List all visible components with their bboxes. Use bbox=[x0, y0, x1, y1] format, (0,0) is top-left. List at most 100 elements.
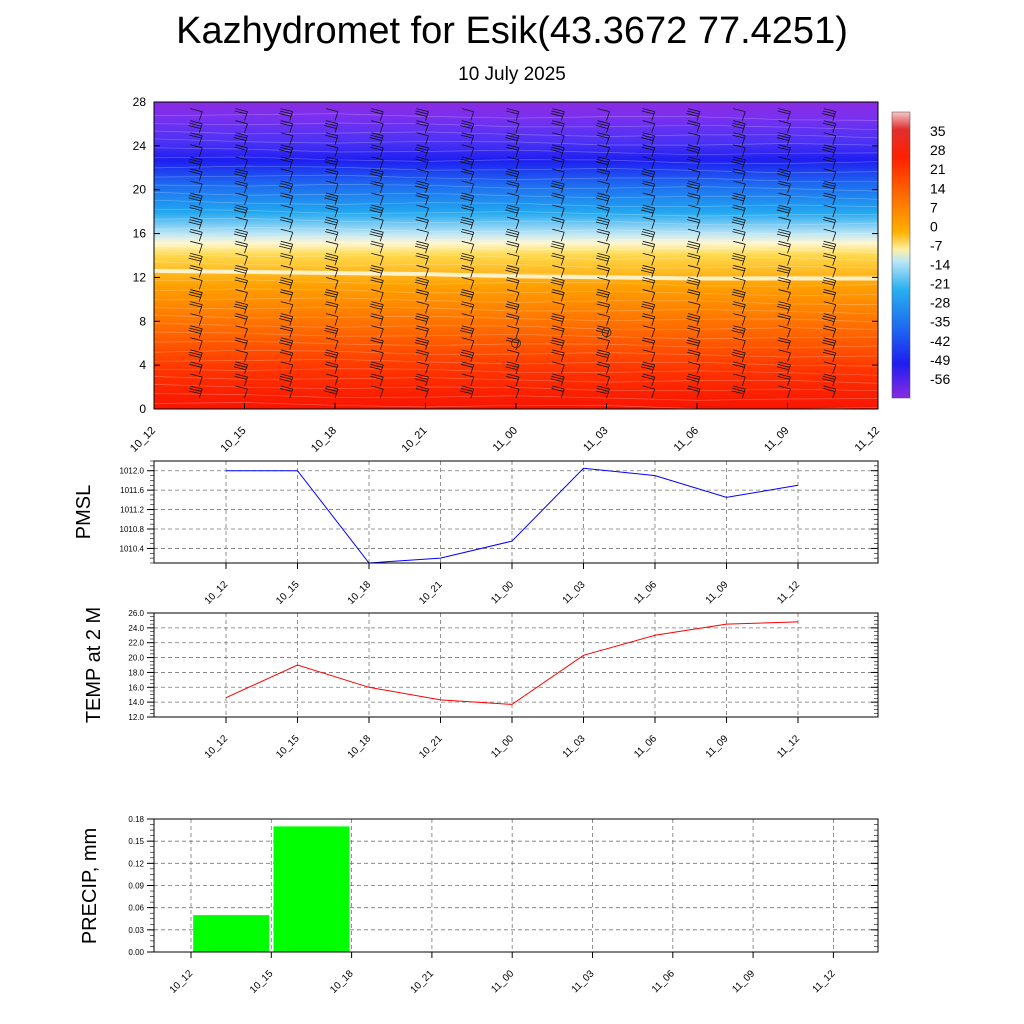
wind-barb bbox=[461, 313, 475, 326]
wind-barb bbox=[596, 228, 610, 242]
wind-barb bbox=[190, 180, 203, 194]
wind-barb bbox=[733, 180, 746, 194]
x-tick-label: 11_06 bbox=[632, 733, 659, 760]
wind-barb bbox=[415, 216, 429, 230]
wind-barb bbox=[822, 277, 837, 290]
wind-barb bbox=[188, 156, 203, 170]
wind-barb bbox=[235, 120, 248, 133]
wind-barb bbox=[595, 156, 610, 170]
wind-barb bbox=[371, 192, 384, 206]
wind-barb bbox=[235, 192, 248, 206]
wind-barb bbox=[371, 120, 384, 133]
wind-barb bbox=[641, 313, 656, 326]
wind-barb bbox=[371, 385, 384, 399]
wind-barb bbox=[506, 192, 520, 206]
wind-barb bbox=[280, 228, 294, 242]
wind-barb bbox=[325, 337, 339, 350]
wind-barb bbox=[687, 228, 701, 242]
y-tick-label: 18.0 bbox=[128, 668, 144, 677]
wind-barb bbox=[416, 228, 429, 242]
wind-barb bbox=[642, 252, 656, 266]
x-tick-label: 10_18 bbox=[346, 579, 374, 607]
y-tick-label: 22.0 bbox=[128, 639, 144, 648]
contour-line bbox=[153, 306, 879, 315]
colorbar-scale bbox=[891, 111, 911, 399]
wind-barb bbox=[325, 180, 339, 194]
wind-barb bbox=[506, 385, 520, 399]
y-tick-label: 24.0 bbox=[128, 624, 144, 633]
wind-barb bbox=[414, 108, 429, 121]
precip-panel: 0.00 0.03 0.06 0.09 0.12 0.15 0.18 10_12 10_15 10… bbox=[79, 815, 879, 996]
wind-barb bbox=[416, 168, 429, 182]
wind-barb bbox=[325, 313, 339, 326]
wind-barb bbox=[280, 301, 294, 314]
wind-barb bbox=[188, 216, 203, 230]
wind-barb bbox=[280, 265, 294, 278]
wind-barb bbox=[460, 289, 475, 302]
contour-line bbox=[153, 384, 879, 392]
wind-barb bbox=[279, 156, 294, 170]
wind-barb bbox=[733, 337, 746, 350]
wind-barb bbox=[416, 204, 429, 218]
wind-barb bbox=[505, 265, 520, 278]
wind-barb bbox=[550, 240, 565, 254]
wind-barb bbox=[550, 180, 565, 194]
wind-barb bbox=[414, 337, 429, 350]
wind-barb bbox=[595, 216, 610, 230]
y-tick-label: 20.0 bbox=[128, 654, 144, 663]
contour-line bbox=[153, 331, 879, 340]
wind-barb bbox=[597, 144, 610, 157]
wind-barb bbox=[369, 132, 384, 145]
wind-barb bbox=[414, 277, 429, 290]
wind-barb bbox=[596, 132, 610, 145]
x-tick-label: 11_12 bbox=[775, 733, 802, 760]
wind-barb bbox=[687, 204, 701, 218]
wind-barb bbox=[686, 144, 701, 157]
x-tick-label: 10_21 bbox=[417, 733, 445, 761]
wind-barb bbox=[732, 228, 746, 242]
wind-barb bbox=[822, 108, 837, 121]
x-tick-label: 11_03 bbox=[561, 579, 588, 606]
x-tick-label: 11_00 bbox=[489, 968, 516, 995]
pmsl-grid bbox=[154, 461, 878, 563]
temp-series-line bbox=[225, 621, 799, 705]
precip-bar bbox=[273, 826, 350, 952]
y-tick-label: 0.09 bbox=[128, 882, 144, 891]
wind-barb bbox=[370, 337, 384, 350]
wind-barb bbox=[550, 313, 565, 326]
wind-barb bbox=[415, 325, 429, 338]
wind-barb bbox=[233, 301, 248, 314]
wind-barb bbox=[506, 156, 520, 170]
colorbar-label: -7 bbox=[930, 237, 943, 253]
wind-barb bbox=[822, 385, 837, 399]
wind-barb bbox=[325, 204, 339, 218]
wind-barb bbox=[823, 168, 837, 182]
wind-barb bbox=[731, 252, 746, 266]
wind-barb bbox=[233, 265, 248, 278]
wind-barb bbox=[370, 180, 384, 194]
wind-barb bbox=[597, 313, 610, 326]
wind-barb bbox=[325, 168, 339, 182]
wind-barb bbox=[551, 289, 565, 302]
contour-line bbox=[153, 138, 879, 146]
wind-barb bbox=[595, 252, 610, 266]
wind-barb bbox=[461, 108, 475, 121]
wind-barb bbox=[731, 385, 746, 399]
wind-barb bbox=[642, 289, 656, 302]
wind-barb bbox=[552, 132, 565, 145]
wind-barb bbox=[550, 337, 565, 350]
wind-barb bbox=[415, 349, 429, 362]
x-tick-label: 10_18 bbox=[328, 968, 356, 996]
wind-barb bbox=[505, 361, 520, 375]
wind-barb bbox=[823, 361, 837, 375]
wind-barb bbox=[778, 289, 791, 302]
wind-barb bbox=[597, 373, 610, 387]
colorbar-label: -49 bbox=[930, 352, 950, 368]
pmsl-axis-label: PMSL bbox=[73, 485, 95, 539]
wind-barb bbox=[414, 373, 429, 387]
wind-barb bbox=[233, 204, 248, 218]
wind-barb bbox=[506, 144, 520, 157]
colorbar-label: -21 bbox=[930, 276, 950, 292]
contour-line bbox=[153, 376, 879, 384]
wind-barb bbox=[460, 216, 475, 230]
